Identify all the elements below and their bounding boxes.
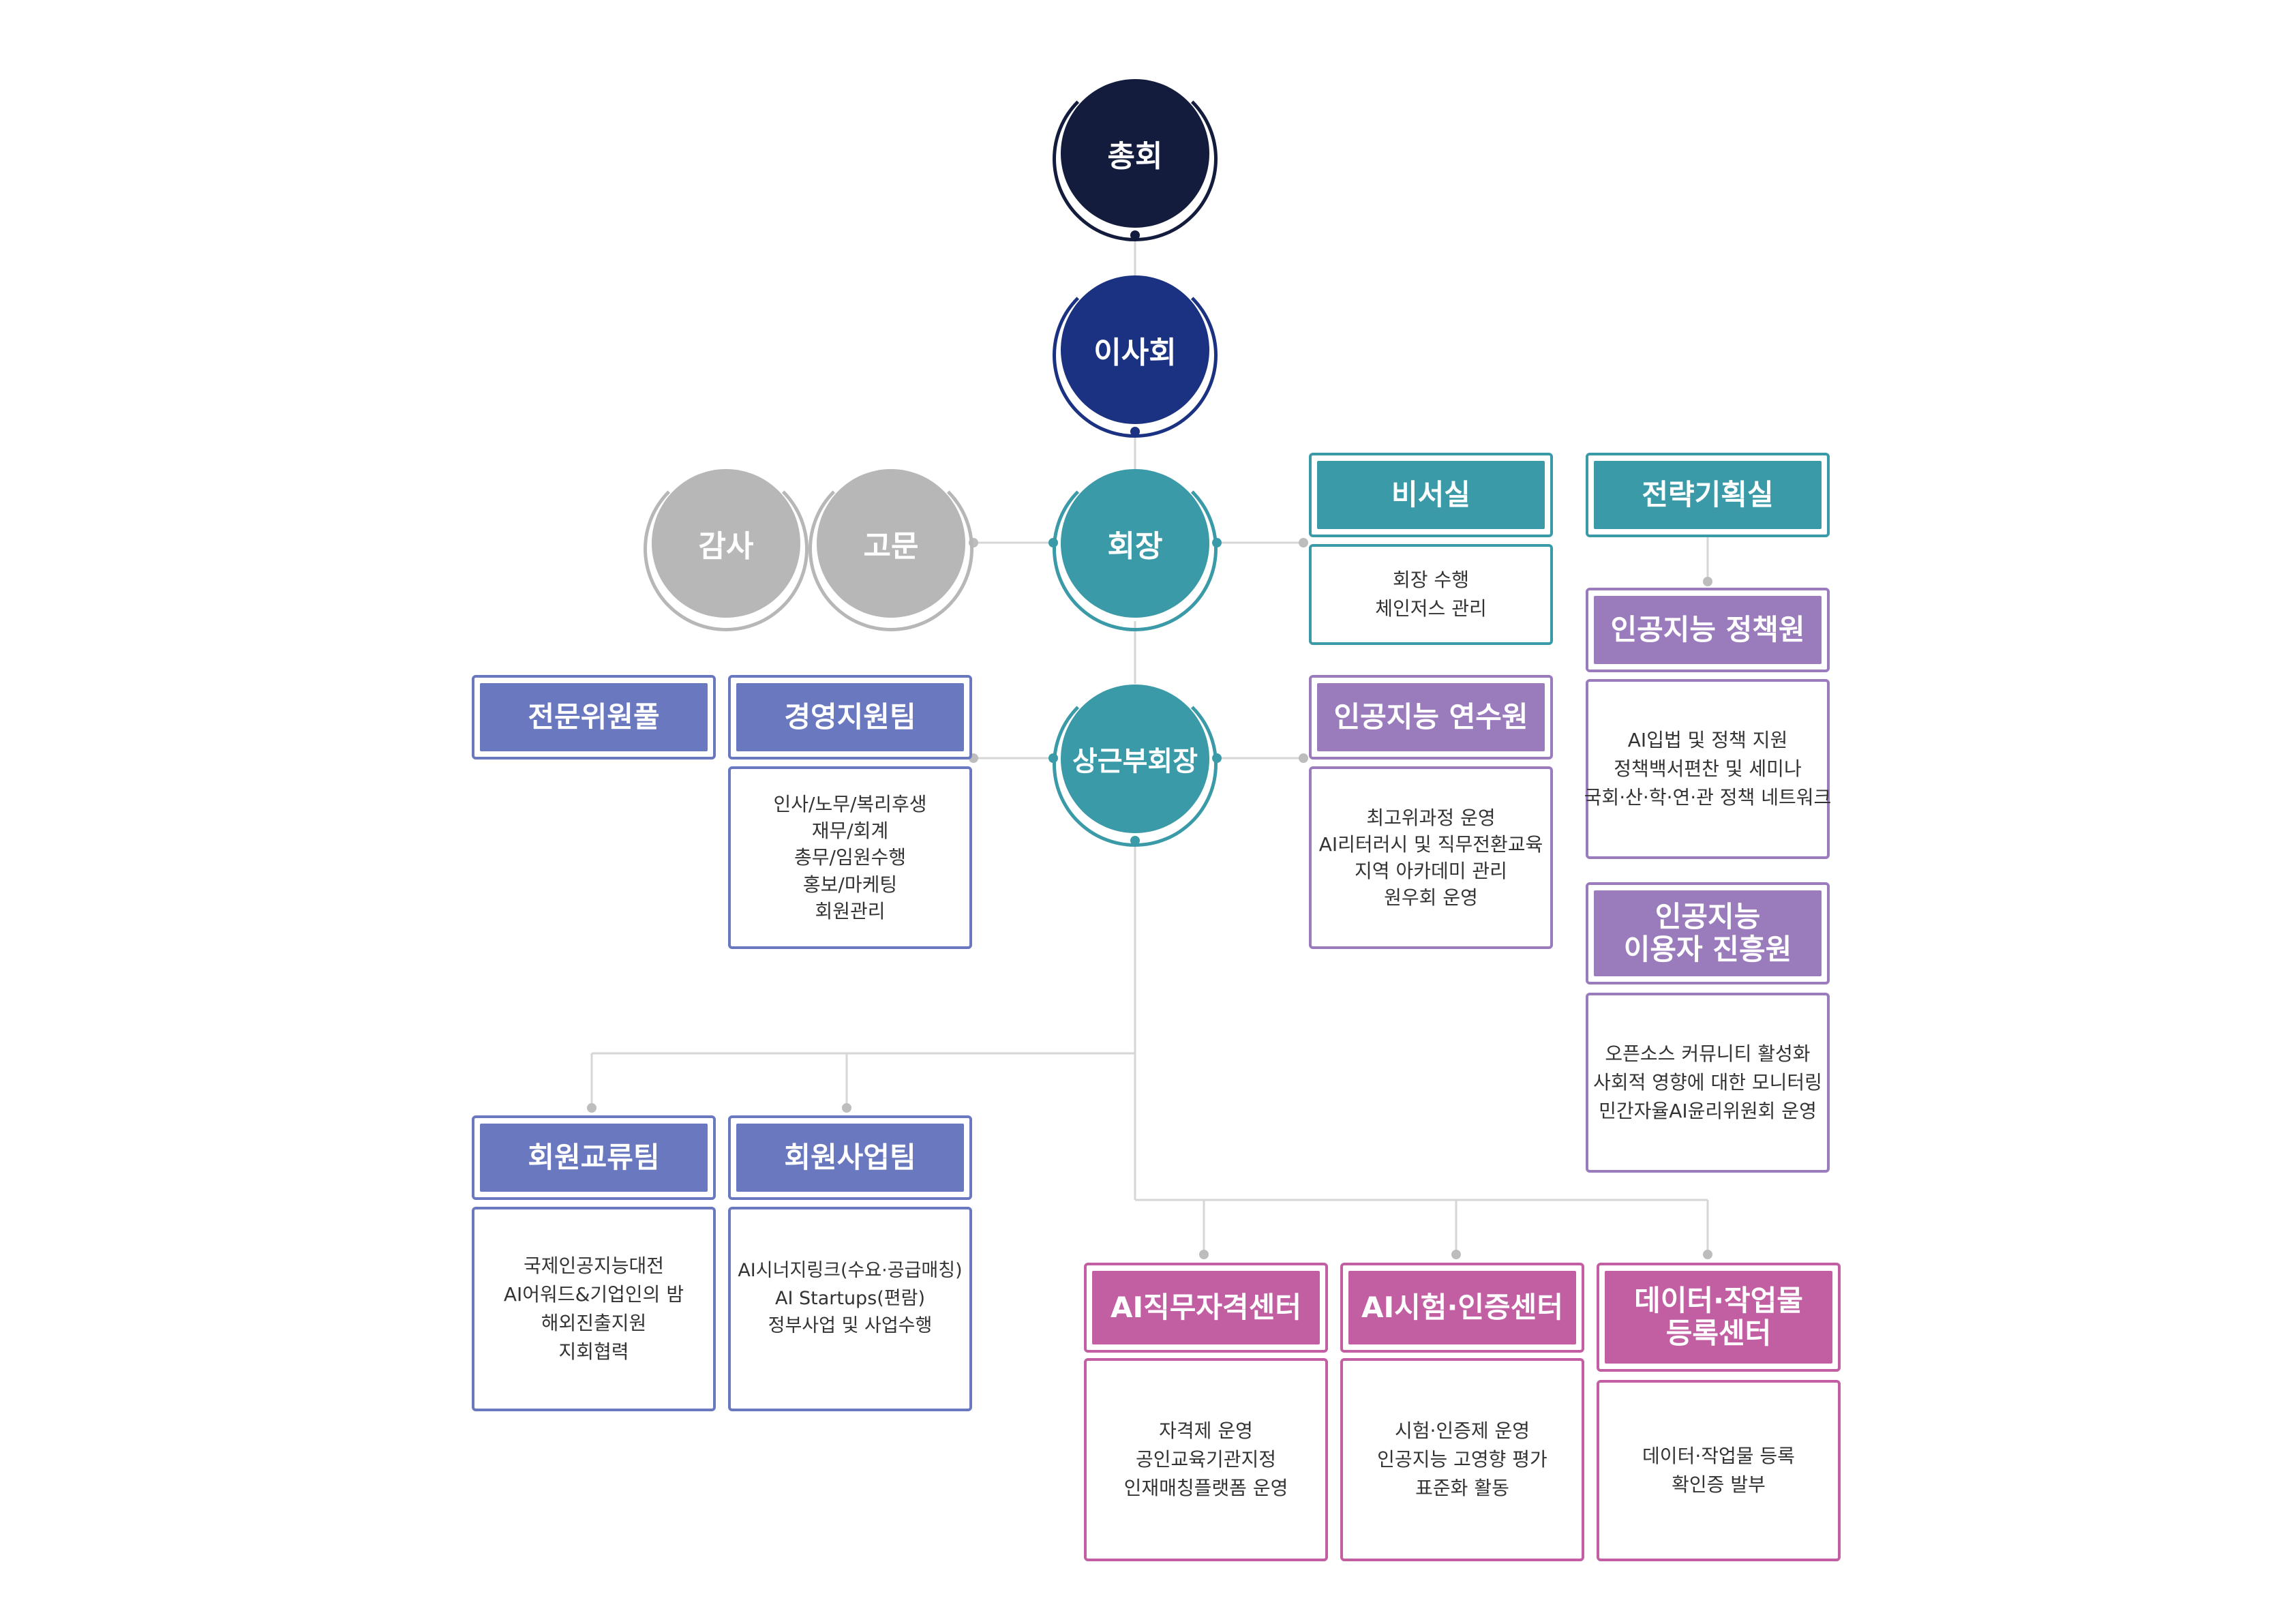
- board-label: 이사회: [1093, 335, 1177, 370]
- duty-item: 홍보/마케팅: [802, 873, 898, 896]
- expert-pool-header[interactable]: 전문위원풀: [472, 675, 716, 760]
- duty-item: 최고위과정 운영: [1366, 806, 1496, 829]
- duty-item: AI리터러시 및 직무전환교육: [1318, 832, 1543, 856]
- duty-item: 표준화 활동: [1415, 1477, 1509, 1499]
- advisor-label: 고문: [863, 529, 919, 564]
- board-node[interactable]: 이사회: [1061, 275, 1209, 424]
- duty-item: 총무/임원수행: [794, 846, 906, 869]
- duty-item: 확인증 발부: [1672, 1473, 1766, 1496]
- data-reg-title: 데이터·작업물 등록센터: [1634, 1283, 1803, 1350]
- duty-item: AI시너지링크(수요·공급매칭): [738, 1260, 963, 1281]
- duty-item: 지역 아카데미 관리: [1355, 860, 1507, 882]
- data-reg-duties: 데이터·작업물 등록 확인증 발부: [1597, 1380, 1841, 1561]
- ai-policy-duties: AI입법 및 정책 지원 정책백서편찬 및 세미나 국회·산·학·연·관 정책 …: [1584, 679, 1832, 859]
- ai-user-header[interactable]: 인공지능 이용자 진흥원: [1586, 882, 1830, 984]
- ai-user-title: 인공지능 이용자 진흥원: [1623, 899, 1792, 966]
- duty-item: 사회적 영향에 대한 모니터링: [1593, 1071, 1822, 1094]
- audit-label: 감사: [698, 529, 754, 564]
- ai-test-title: AI시험·인증센터: [1361, 1290, 1563, 1324]
- duty-item: 회장 수행: [1393, 569, 1469, 591]
- duty-item: 국제인공지능대전: [523, 1254, 665, 1277]
- member-exchange-header[interactable]: 회원교류팀: [472, 1115, 716, 1200]
- duty-item: 데이터·작업물 등록: [1642, 1445, 1795, 1467]
- chairman-ring: [1053, 466, 1218, 631]
- secretariat-header[interactable]: 비서실: [1309, 453, 1553, 537]
- assembly-dot: [1130, 230, 1140, 240]
- ai-policy-header[interactable]: 인공지능 정책원: [1586, 588, 1830, 672]
- duty-item: 해외진출지원: [541, 1312, 647, 1334]
- ai-training-title: 인공지능 연수원: [1333, 700, 1528, 734]
- duty-item: AI어워드&기업인의 밤: [503, 1283, 684, 1306]
- advisor-node[interactable]: 고문: [817, 469, 965, 618]
- ai-cert-duties: 자격제 운영 공인교육기관지정 인재매칭플랫폼 운영: [1084, 1358, 1328, 1561]
- member-business-header[interactable]: 회원사업팀: [728, 1115, 972, 1200]
- duty-item: 인재매칭플랫폼 운영: [1123, 1477, 1288, 1499]
- management-duties: 인사/노무/복리후생 재무/회계 총무/임원수행 홍보/마케팅 회원관리: [728, 766, 972, 949]
- vice-dot-right: [1212, 753, 1222, 763]
- advisor-ring: [809, 466, 973, 631]
- general-assembly-label: 총회: [1107, 139, 1163, 174]
- vice-chairman-label: 상근부회장: [1072, 746, 1198, 777]
- data-reg-header[interactable]: 데이터·작업물 등록센터: [1597, 1263, 1841, 1372]
- duty-item: 정책백서편찬 및 세미나: [1614, 757, 1802, 780]
- management-title: 경영지원팀: [784, 700, 916, 734]
- management-header[interactable]: 경영지원팀: [728, 675, 972, 760]
- ai-policy-title: 인공지능 정책원: [1610, 612, 1805, 646]
- member-exchange-duties: 국제인공지능대전 AI어워드&기업인의 밤 해외진출지원 지회협력: [472, 1207, 716, 1411]
- strategy-header[interactable]: 전략기획실: [1586, 453, 1830, 537]
- member-exchange-title: 회원교류팀: [528, 1140, 660, 1174]
- chairman-node[interactable]: 회장: [1061, 469, 1209, 618]
- duty-item: 시험·인증제 운영: [1394, 1419, 1530, 1442]
- board-dot: [1130, 427, 1140, 436]
- chairman-dot-right: [1212, 538, 1222, 547]
- duty-item: 회원관리: [815, 899, 886, 922]
- audit-ring: [644, 466, 809, 631]
- secretariat-title: 비서실: [1391, 477, 1470, 511]
- strategy-title: 전략기획실: [1642, 477, 1774, 511]
- duty-item: 국회·산·학·연·관 정책 네트워크: [1584, 786, 1832, 809]
- ai-test-duties: 시험·인증제 운영 인공지능 고영향 평가 표준화 활동: [1340, 1358, 1584, 1561]
- duty-item: 지회협력: [558, 1340, 629, 1363]
- duty-item: 재무/회계: [811, 819, 889, 843]
- vice-chairman-node[interactable]: 상근부회장: [1061, 685, 1209, 833]
- ai-training-duties: 최고위과정 운영 AI리터러시 및 직무전환교육 지역 아카데미 관리 원우회 …: [1309, 766, 1553, 949]
- ai-cert-title: AI직무자격센터: [1111, 1290, 1301, 1324]
- duty-item: 인공지능 고영향 평가: [1377, 1448, 1547, 1471]
- duty-item: 오픈소스 커뮤니티 활성화: [1605, 1042, 1811, 1065]
- duty-item: AI입법 및 정책 지원: [1627, 729, 1788, 751]
- chairman-label: 회장: [1107, 529, 1163, 564]
- ai-training-header[interactable]: 인공지능 연수원: [1309, 675, 1553, 760]
- ai-cert-header[interactable]: AI직무자격센터: [1084, 1263, 1328, 1353]
- ai-user-duties: 오픈소스 커뮤니티 활성화 사회적 영향에 대한 모니터링 민간자율AI윤리위원…: [1586, 993, 1830, 1173]
- general-assembly-node[interactable]: 총회: [1061, 79, 1209, 228]
- duty-item: 정부사업 및 사업수행: [768, 1315, 933, 1336]
- duty-item: 민간자율AI윤리위원회 운영: [1599, 1100, 1817, 1122]
- duty-item: 체인저스 관리: [1375, 597, 1487, 620]
- duty-item: 공인교육기관지정: [1135, 1448, 1277, 1471]
- secretariat-duties: 회장 수행 체인저스 관리: [1309, 544, 1553, 645]
- duty-item: 인사/노무/복리후생: [773, 793, 927, 816]
- vice-dot-left: [1048, 753, 1058, 763]
- expert-pool-title: 전문위원풀: [528, 700, 660, 734]
- duty-item: AI Startups(편람): [774, 1287, 926, 1309]
- member-business-duties: AI시너지링크(수요·공급매칭) AI Startups(편람) 정부사업 및 …: [728, 1207, 972, 1411]
- duty-item: 원우회 운영: [1384, 886, 1478, 909]
- chairman-dot-left: [1048, 538, 1058, 547]
- duty-item: 자격제 운영: [1159, 1419, 1253, 1442]
- ai-test-header[interactable]: AI시험·인증센터: [1340, 1263, 1584, 1353]
- vice-dot-bottom: [1130, 836, 1140, 845]
- audit-node[interactable]: 감사: [652, 469, 800, 618]
- member-business-title: 회원사업팀: [784, 1140, 916, 1174]
